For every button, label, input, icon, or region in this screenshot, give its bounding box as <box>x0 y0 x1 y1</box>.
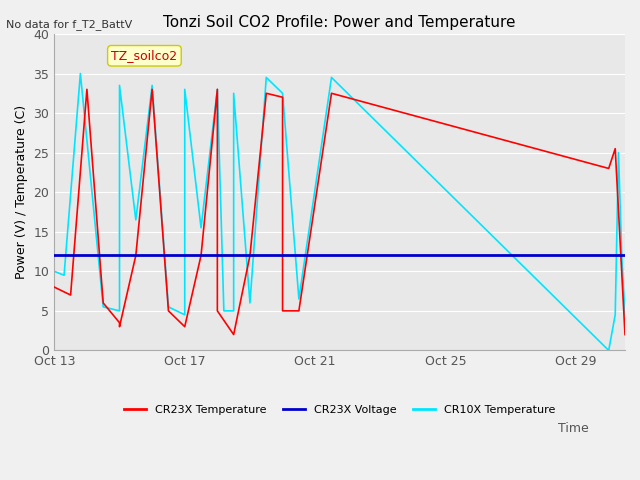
Text: Time: Time <box>558 422 589 435</box>
Text: No data for f_T2_BattV: No data for f_T2_BattV <box>6 19 132 30</box>
Legend: CR23X Temperature, CR23X Voltage, CR10X Temperature: CR23X Temperature, CR23X Voltage, CR10X … <box>119 400 560 419</box>
Text: TZ_soilco2: TZ_soilco2 <box>111 49 177 62</box>
Title: Tonzi Soil CO2 Profile: Power and Temperature: Tonzi Soil CO2 Profile: Power and Temper… <box>163 15 516 30</box>
Y-axis label: Power (V) / Temperature (C): Power (V) / Temperature (C) <box>15 105 28 279</box>
